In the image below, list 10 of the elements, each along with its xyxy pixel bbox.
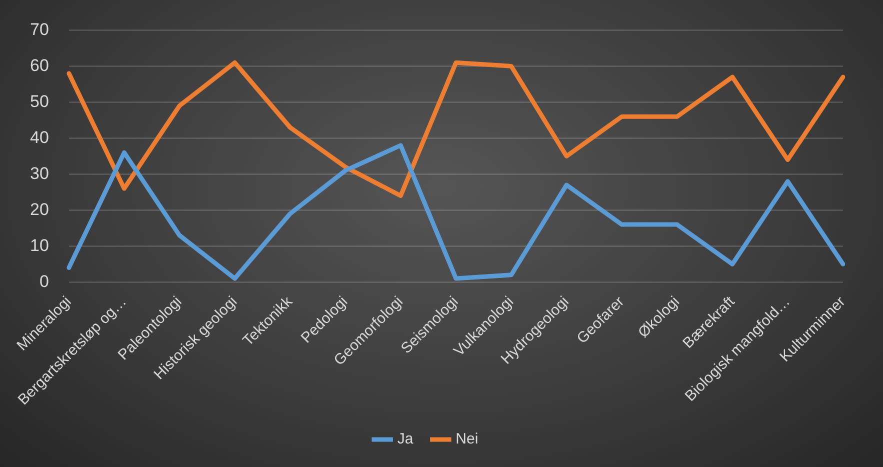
y-tick-label: 40 — [30, 128, 49, 147]
y-tick-label: 30 — [30, 164, 49, 183]
legend-label: Nei — [456, 430, 478, 448]
y-tick-label: 70 — [30, 20, 49, 39]
y-tick-label: 10 — [30, 236, 49, 255]
y-tick-label: 50 — [30, 92, 49, 111]
y-tick-label: 0 — [39, 272, 49, 291]
y-tick-label: 60 — [30, 56, 49, 75]
y-tick-label: 20 — [30, 200, 49, 219]
legend-label: Ja — [397, 430, 414, 448]
